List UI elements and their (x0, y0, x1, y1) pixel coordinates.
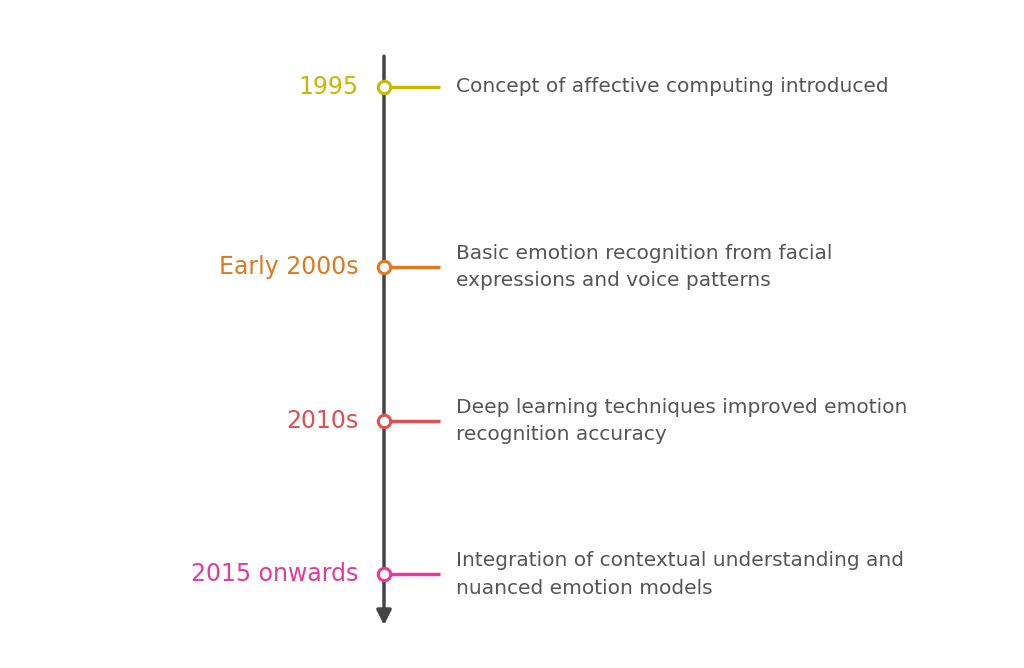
Text: Deep learning techniques improved emotion
recognition accuracy: Deep learning techniques improved emotio… (456, 397, 907, 444)
Point (376, 81, 392, 92)
Point (376, 569, 392, 580)
Text: Integration of contextual understanding and
nuanced emotion models: Integration of contextual understanding … (456, 551, 904, 598)
Point (376, 262, 392, 273)
Text: Concept of affective computing introduced: Concept of affective computing introduce… (456, 77, 888, 96)
Point (376, 415, 392, 426)
Text: Early 2000s: Early 2000s (219, 255, 358, 279)
Text: Basic emotion recognition from facial
expressions and voice patterns: Basic emotion recognition from facial ex… (456, 244, 833, 291)
Text: 1995: 1995 (298, 75, 358, 99)
Text: 2015 onwards: 2015 onwards (191, 562, 358, 587)
Text: 2010s: 2010s (286, 409, 358, 433)
